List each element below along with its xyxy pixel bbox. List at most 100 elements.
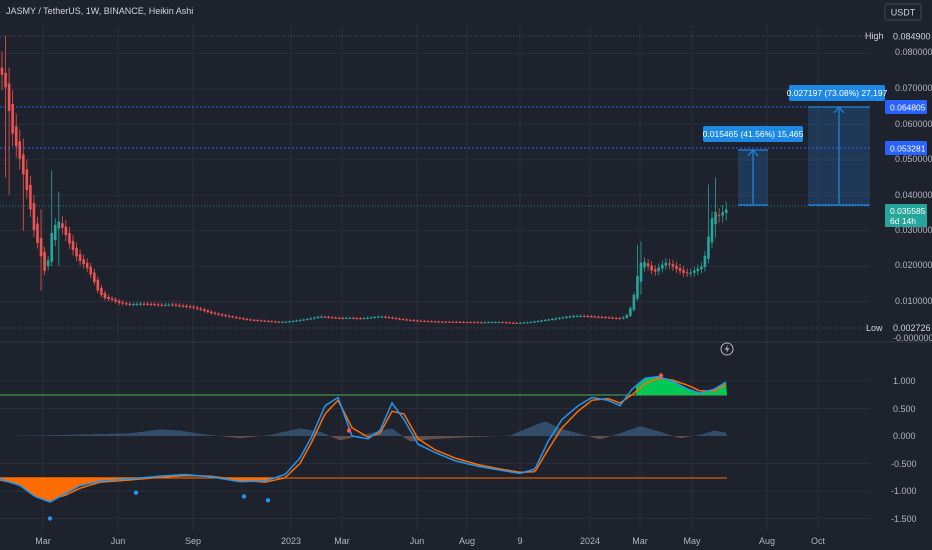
candle-body xyxy=(366,317,369,319)
candle-body xyxy=(501,322,504,324)
candle-body xyxy=(423,321,426,323)
candle-body xyxy=(579,315,582,317)
candle-body xyxy=(96,279,100,291)
candle-body xyxy=(188,306,192,308)
candle-body xyxy=(359,318,362,320)
candle-body xyxy=(32,203,36,231)
candle-body xyxy=(295,320,298,322)
level-tag-1-bg xyxy=(885,100,927,114)
candle-body xyxy=(281,321,284,323)
candle-body xyxy=(146,303,149,305)
candle-body xyxy=(277,321,281,323)
osc-upper-fill xyxy=(636,376,727,395)
candle-body xyxy=(259,320,263,322)
signal-dot-2 xyxy=(241,494,247,499)
candle-body xyxy=(252,319,256,321)
currency-button-bg[interactable] xyxy=(884,3,922,21)
candle-body xyxy=(465,322,469,324)
candle-body xyxy=(451,321,455,323)
price-tick-1: 0.070000 xyxy=(895,83,932,93)
candle-body xyxy=(85,262,89,269)
candle-body xyxy=(124,303,128,305)
candle-body xyxy=(220,314,224,316)
candle-body xyxy=(714,212,717,225)
candle-body xyxy=(685,272,689,274)
candle-body xyxy=(401,319,405,321)
candle-body xyxy=(142,303,146,305)
candle-body xyxy=(444,321,448,323)
price-tick-8: -0.000000 xyxy=(893,333,932,343)
candle-body xyxy=(164,304,167,306)
candle-body xyxy=(668,263,671,265)
candle-body xyxy=(703,255,707,268)
candle-body xyxy=(174,304,178,306)
candle-body xyxy=(487,322,490,324)
time-axis[interactable]: Mar Jun Sep 2023 Mar Jun Aug 9 2024 Mar … xyxy=(35,536,825,546)
candles[interactable] xyxy=(0,36,728,324)
candle-body xyxy=(724,209,728,214)
candle-body xyxy=(128,303,132,305)
measure-box-2[interactable]: 0.027197 (73.08%) 27,197 xyxy=(787,85,888,206)
oscillator-pane[interactable]: 1.000 0.500 0.000 -0.500 -1.000 -1.500 xyxy=(0,373,917,524)
candle-body xyxy=(0,67,4,75)
candle-body xyxy=(135,303,139,305)
candle-body xyxy=(536,320,540,322)
candle-body xyxy=(511,322,515,324)
x-label-2: Sep xyxy=(185,536,201,546)
price-tick-7: 0.010000 xyxy=(895,296,932,306)
current-price-tag-bg xyxy=(885,204,927,227)
candle-body xyxy=(508,322,511,324)
candle-body xyxy=(540,320,543,322)
osc-tick-5: -1.500 xyxy=(891,514,917,524)
candle-body xyxy=(181,305,185,307)
candle-body xyxy=(345,317,348,319)
candle-body xyxy=(82,259,85,265)
candle-body xyxy=(93,272,96,283)
candle-body xyxy=(203,309,206,311)
candle-body xyxy=(263,320,266,322)
measure-box-1[interactable]: 0.015465 (41.56%) 15,465 xyxy=(703,126,804,206)
candle-body xyxy=(362,318,366,320)
candle-body xyxy=(320,316,323,318)
candle-body xyxy=(337,317,341,319)
candle-body xyxy=(416,320,419,322)
measure-label-2: 0.027197 (73.08%) 27,197 xyxy=(787,88,888,98)
candle-body xyxy=(330,317,334,319)
low-value: 0.002726 xyxy=(893,323,931,333)
candle-body xyxy=(36,223,39,244)
lightning-icon[interactable] xyxy=(720,342,734,356)
candle-body xyxy=(448,321,451,323)
price-pane[interactable]: 0.015465 (41.56%) 15,465 0.027197 (73.08… xyxy=(0,35,888,329)
candle-body xyxy=(22,154,25,175)
candle-body xyxy=(405,319,408,321)
x-label-1: Jun xyxy=(111,536,126,546)
currency-button[interactable]: USDT xyxy=(891,8,916,18)
candle-body xyxy=(643,262,646,268)
candle-body xyxy=(682,270,685,273)
osc-tick-0: 1.000 xyxy=(893,376,916,386)
candle-body xyxy=(582,315,586,317)
candle-body xyxy=(334,317,337,319)
candle-body xyxy=(68,232,71,244)
high-value-tag xyxy=(887,30,931,43)
candle-body xyxy=(646,263,650,267)
candle-body xyxy=(114,299,117,302)
candle-body xyxy=(78,254,82,261)
x-label-7: 9 xyxy=(517,536,522,546)
candle-body xyxy=(526,322,529,324)
candle-body xyxy=(43,251,46,271)
x-label-6: Aug xyxy=(459,536,475,546)
candle-body xyxy=(707,236,710,259)
x-label-10: May xyxy=(683,536,701,546)
candle-body xyxy=(103,293,107,299)
high-label: High xyxy=(865,31,884,41)
candle-body xyxy=(242,318,245,320)
x-label-12: Oct xyxy=(811,536,826,546)
candle-body xyxy=(291,320,295,322)
candle-body xyxy=(398,318,401,320)
candle-body xyxy=(71,240,75,251)
candle-body xyxy=(568,316,572,318)
candle-body xyxy=(316,316,320,318)
price-axis[interactable]: 0.080000 0.070000 0.060000 0.050000 0.04… xyxy=(865,30,932,343)
